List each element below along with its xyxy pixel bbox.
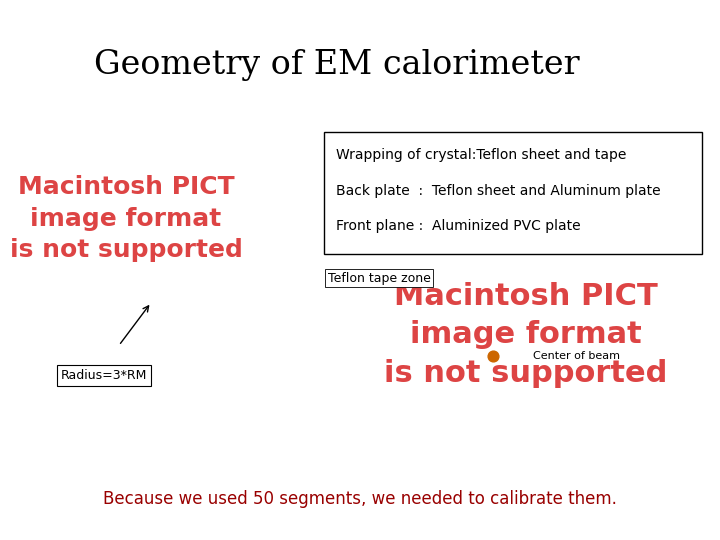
Text: Front plane :  Aluminized PVC plate: Front plane : Aluminized PVC plate <box>336 219 581 233</box>
Text: Macintosh PICT
image format
is not supported: Macintosh PICT image format is not suppo… <box>9 175 243 262</box>
Text: Center of beam: Center of beam <box>533 352 620 361</box>
Text: Radius=3*RM: Radius=3*RM <box>61 369 148 382</box>
Text: Back plate  :  Teflon sheet and Aluminum plate: Back plate : Teflon sheet and Aluminum p… <box>336 184 661 198</box>
Text: Macintosh PICT
image format
is not supported: Macintosh PICT image format is not suppo… <box>384 282 667 388</box>
Text: Because we used 50 segments, we needed to calibrate them.: Because we used 50 segments, we needed t… <box>103 490 617 509</box>
FancyBboxPatch shape <box>324 132 702 254</box>
Text: Teflon tape zone: Teflon tape zone <box>328 272 431 285</box>
Text: Geometry of EM calorimeter: Geometry of EM calorimeter <box>94 49 579 80</box>
Text: Wrapping of crystal:Teflon sheet and tape: Wrapping of crystal:Teflon sheet and tap… <box>336 148 626 163</box>
Point <box>487 352 499 361</box>
